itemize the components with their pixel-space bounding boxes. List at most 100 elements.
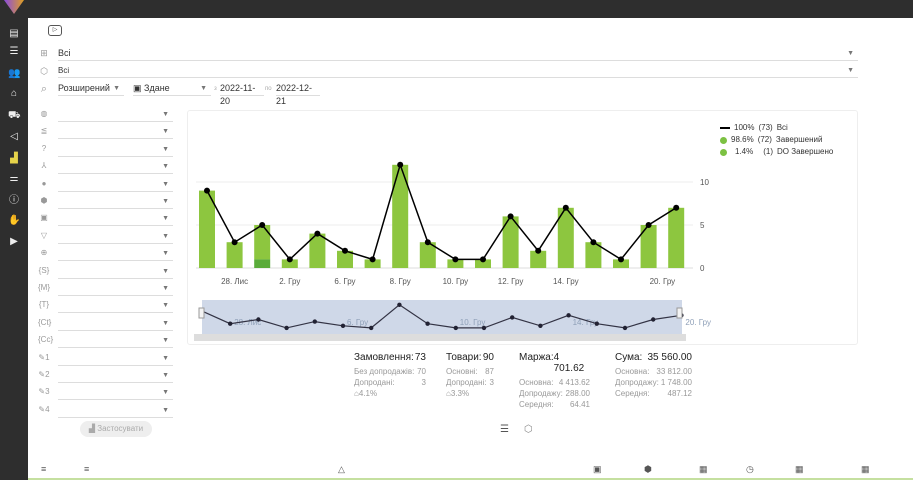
navigator-line [201,304,682,329]
filter-select[interactable]: ▼ [58,335,173,349]
filter-select[interactable]: ▼ [58,370,173,383]
s-tag-icon: {S} [38,265,50,275]
id-link-icon[interactable]: ≡ [84,464,90,474]
package-icon[interactable]: ⬢ [644,464,652,474]
filter-select[interactable]: ▼ [58,300,173,314]
products-view-icon[interactable]: ⬡ [524,424,533,435]
sliders-icon[interactable]: ⚌ [9,173,19,184]
group-value: Всі [58,48,71,58]
filter-select[interactable]: ▼ [58,231,173,244]
filter-select[interactable]: ▼ [58,266,173,279]
bottom-divider [28,478,913,480]
filter-select[interactable]: ▼ [58,213,173,227]
filter-select[interactable]: ▼ [58,318,173,331]
video-help-icon[interactable]: ▷ [48,25,62,36]
navigator-point [284,325,289,331]
x-tick-label: 10. Гру [443,277,469,286]
dashboard-icon[interactable]: ▤ [9,28,19,39]
handshake-icon[interactable]: ✋ [8,215,21,226]
legend-item-do-completed[interactable]: 1.4% (1) DO Завершено [720,146,833,158]
calendar-check-icon[interactable]: ▦ [861,464,870,474]
x-tick-label: 12. Гру [498,277,524,286]
calendar-17-icon[interactable]: ▦ [699,464,708,474]
chart-legend: 100% (73) Всі 98.6% (72) Завершений 1.4% (1) D… [720,122,833,158]
filter-select[interactable]: ▼ [58,248,173,262]
stat-value: 3 [489,378,494,387]
chevron-down-icon: ▼ [113,85,120,92]
money-icon[interactable]: ▣ [593,464,602,474]
warehouse-icon[interactable]: ⌂ [10,88,18,99]
chevron-down-icon: ▼ [162,145,169,153]
to-label: по [265,86,272,92]
pen-2-icon: ✎2 [38,370,50,379]
search-mode-select[interactable]: Розширений ▼ [58,82,124,96]
filter-select[interactable]: ▼ [58,353,173,366]
filter-select[interactable]: ▼ [58,179,173,192]
box-open-icon: ⬢ [40,196,48,205]
orders-view-icon[interactable]: ☰ [500,424,509,435]
chevron-down-icon: ▼ [847,50,854,57]
stat-value: 90 [482,352,494,363]
bottle-icon[interactable]: △ [338,464,345,474]
legend-label: Завершений [775,135,823,144]
chevron-down-icon: ▼ [162,163,169,171]
point-all [618,256,624,263]
chevron-down-icon: ▼ [162,285,169,292]
navigator-point [340,323,346,328]
apply-button[interactable]: ▟ Застосувати [80,421,152,437]
navigator-point [594,321,599,326]
bar-completed [392,164,409,268]
filter-select[interactable]: ▼ [58,196,173,209]
bar-completed [254,225,271,260]
stat-label: Допродажу: [615,378,659,387]
id-list-icon[interactable]: ≡ [41,464,47,474]
brain-icon: ● [41,178,47,188]
bar-completed [668,207,685,268]
stat-value: 288.00 [565,389,590,398]
navigator-point [510,315,515,320]
point-all [259,222,266,228]
margin-stats: Маржа: 4 701.62 Основна: 4 413.62 Допродаж… [519,352,590,410]
megaphone-icon[interactable]: ◁ [10,131,18,142]
stat-label: Основні: [446,367,478,376]
filter-select[interactable]: ▼ [58,387,173,401]
date-to-input[interactable]: 2022-12-21 [276,82,320,106]
filter-select[interactable]: ▼ [58,144,173,157]
stat-value: 70 [417,367,426,376]
filter-select[interactable]: ▼ [58,405,173,418]
calendar-lock-icon[interactable]: ▦ [795,464,804,474]
filter-select[interactable]: ▼ [58,126,173,140]
date-type-select[interactable]: ▣ Здане ▼ [133,82,211,96]
date-from-input[interactable]: 2022-11-20 [220,82,264,106]
orders-chart: 0 5 10 28. Лис 2. Гру 6. Гру 8. Гру 10. Гру 12. … [194,161,711,341]
filter-select[interactable]: ▼ [58,109,173,122]
x-tick-label: 28. Лис [221,277,248,286]
info-icon[interactable]: ⓘ [9,195,19,206]
x-tick-label: 14. Гру [553,277,579,286]
list-icon[interactable]: ☰ [9,46,19,57]
product-select[interactable]: Всі ▼ [58,64,858,78]
filter-select[interactable]: ▼ [58,283,173,296]
hierarchy-icon: ⊞ [40,48,48,58]
dot-swatch [720,148,727,156]
analytics-icon[interactable]: ▟ [10,153,18,164]
bar-completed [419,242,436,268]
legend-count: (72) [757,135,772,144]
video-icon[interactable]: ▶ [10,236,18,247]
stat-value: 4 701.62 [553,352,585,374]
stat-label: Допродані: [354,378,395,387]
chevron-down-icon: ▼ [162,180,169,188]
stat-label: Допродані: [446,378,487,387]
timer-icon[interactable]: ◷ [746,464,754,474]
legend-item-completed[interactable]: 98.6% (72) Завершений [720,134,833,146]
cart-icon[interactable]: ⛟ [8,110,21,121]
top-bar [0,0,913,18]
group-select[interactable]: Всі ▼ [58,47,858,61]
stat-value: 3.3% [450,389,470,398]
money-icon: ▣ [40,213,48,223]
legend-item-all[interactable]: 100% (73) Всі [720,122,833,134]
legend-count: (1) [763,147,774,156]
ct-tag-icon: {Ct} [38,317,52,327]
users-icon[interactable]: 👥 [8,68,21,79]
filter-select[interactable]: ▼ [58,161,173,175]
